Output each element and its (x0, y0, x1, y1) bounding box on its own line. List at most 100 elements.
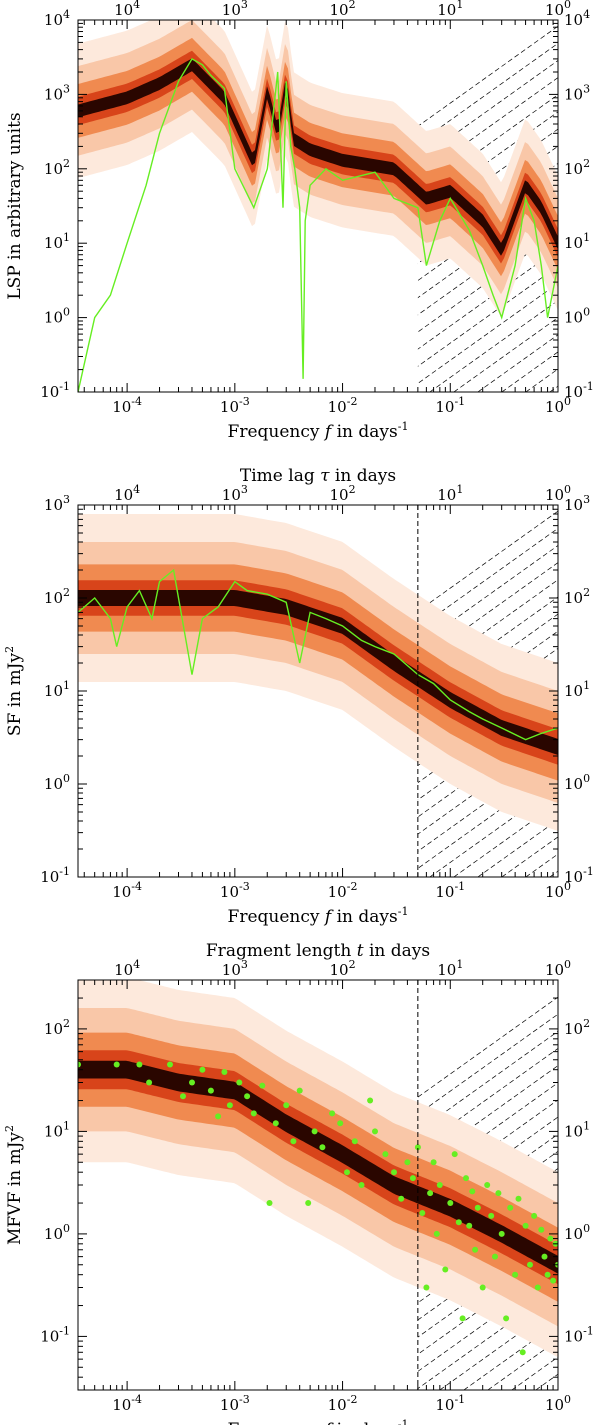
top-tick-label: 103 (222, 0, 248, 19)
band-layer-5 (78, 590, 558, 755)
y-tick-label: 101 (44, 679, 70, 700)
hatch-line (453, 317, 558, 392)
x-tick-label: 100 (545, 395, 571, 416)
y-tick-label: 104 (44, 8, 70, 29)
data-point (419, 1210, 426, 1216)
hatch-line (357, 248, 558, 392)
data-point (250, 1110, 257, 1117)
x-tick-label: 100 (545, 1393, 571, 1414)
data-point (503, 1315, 510, 1322)
data-point (305, 1200, 312, 1206)
y-tick-label: 100 (44, 1222, 70, 1243)
x-tick-label: 10-1 (435, 880, 465, 901)
data-point (382, 1151, 389, 1158)
data-point (259, 1082, 266, 1089)
x-tick-marks (83, 505, 559, 877)
y-tick-label-right: 103 (564, 493, 590, 514)
data-point (433, 1230, 440, 1237)
y-tick-label: 102 (44, 586, 70, 607)
data-point (367, 1097, 374, 1104)
data-point (167, 1061, 173, 1068)
y-axis-title: SF in mJy2 (3, 646, 25, 736)
y-axis-title: MFVF in mJy2 (3, 1125, 25, 1245)
data-point (531, 1212, 538, 1219)
data-point (550, 1277, 557, 1284)
top-tick-label: 101 (437, 958, 463, 979)
top-tick-label: 102 (330, 958, 356, 979)
data-point (189, 1079, 195, 1086)
data-point (538, 1226, 545, 1233)
x-tick-marks (83, 980, 559, 1390)
x-tick-label: 10-3 (220, 395, 250, 416)
y-tick-label: 10-1 (40, 865, 70, 886)
hatch-line (357, 733, 558, 877)
density-band (78, 514, 558, 831)
y-tick-label: 100 (44, 306, 70, 327)
x-tick-marks (83, 20, 559, 392)
data-point (484, 1182, 491, 1188)
data-point (474, 1204, 481, 1211)
data-point (311, 1128, 318, 1135)
data-point (414, 1144, 421, 1151)
top-tick-label: 102 (330, 0, 356, 19)
band-layer-3 (78, 564, 558, 781)
x-tick-label: 10-4 (112, 880, 142, 901)
data-point (469, 1188, 476, 1195)
data-point (498, 1230, 505, 1237)
hatch-line (381, 265, 558, 392)
hatch-line (405, 282, 558, 392)
top-tick-label: 100 (545, 958, 571, 979)
data-point (244, 1093, 251, 1100)
data-point (283, 1102, 290, 1109)
top-tick-label: 103 (222, 958, 248, 979)
top-tick-label: 101 (437, 0, 463, 19)
panel-3: 10-4 10-3 10-2 10-1 100 104 103 102 101 100 10-1 10… (3, 941, 594, 1425)
data-point (136, 1061, 143, 1068)
y-tick-label-right: 101 (564, 1119, 590, 1140)
top-tick-label: 103 (222, 483, 248, 504)
data-point (427, 1190, 434, 1197)
plot-area (78, 505, 558, 877)
hatch-line (405, 767, 558, 877)
y-tick-label-right: 102 (564, 1017, 590, 1038)
x-axis-title: Frequency f in days-1 (228, 420, 409, 442)
x-tick-label: 10-1 (435, 395, 465, 416)
plot-area (78, 20, 558, 392)
y-tick-label: 103 (44, 82, 70, 103)
data-point (372, 1128, 378, 1135)
data-point (544, 1271, 551, 1278)
data-point (541, 1253, 548, 1260)
y-tick-label-right: 100 (564, 306, 590, 327)
y-tick-label: 10-1 (40, 1324, 70, 1345)
data-point (221, 1069, 228, 1075)
x-tick-label: 100 (545, 880, 571, 901)
x-tick-label: 10-4 (112, 1393, 142, 1414)
y-tick-label-right: 10-1 (564, 380, 594, 401)
data-point (479, 1284, 486, 1291)
y-tick-label: 101 (44, 1119, 70, 1140)
data-point (180, 1093, 186, 1100)
data-point (466, 1222, 473, 1229)
x-tick-label: 10-1 (435, 1393, 465, 1414)
y-tick-label: 102 (44, 157, 70, 178)
data-point (113, 1061, 120, 1068)
top-tick-label: 102 (330, 483, 356, 504)
data-point (455, 1219, 462, 1226)
data-point (404, 1159, 411, 1166)
data-point (236, 1079, 243, 1086)
y-tick-label-right: 100 (564, 772, 590, 793)
data-point (351, 1138, 358, 1145)
data-point (226, 1102, 233, 1109)
x-tick-label: 10-2 (328, 880, 358, 901)
series-line (78, 568, 558, 741)
x-axis-title: Frequency f in days-1 (228, 1418, 409, 1425)
data-point (290, 1138, 297, 1145)
top-axis-title: Period T in days (249, 0, 388, 1)
x-tick-label: 10-4 (112, 395, 142, 416)
data-point (463, 1175, 469, 1182)
y-tick-label: 10-1 (40, 380, 70, 401)
series-line (78, 57, 558, 392)
plot-frame (77, 19, 559, 393)
